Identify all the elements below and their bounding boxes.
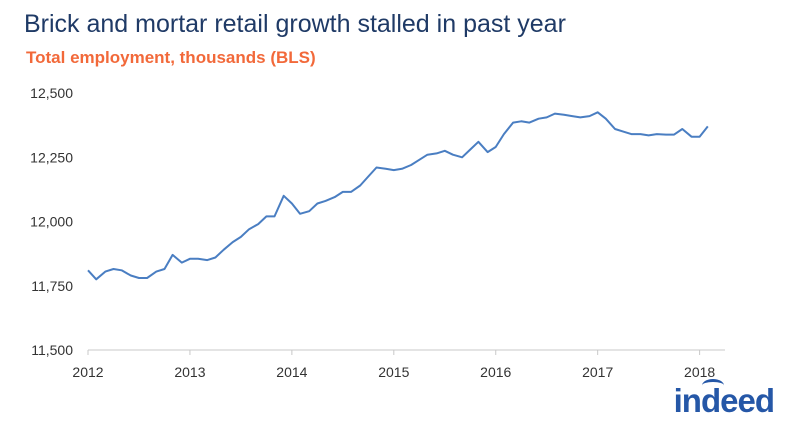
x-tick-label: 2013 xyxy=(174,364,205,380)
indeed-logo: indeed xyxy=(673,382,775,419)
y-tick-label: 11,500 xyxy=(31,342,73,358)
y-tick-label: 12,500 xyxy=(30,85,73,101)
x-tick-label: 2014 xyxy=(276,364,307,380)
y-tick-label: 12,000 xyxy=(30,214,73,230)
chart-subtitle: Total employment, thousands (BLS) xyxy=(26,48,316,67)
x-tick-label: 2017 xyxy=(582,364,613,380)
indeed-logo-arc-icon xyxy=(702,379,724,392)
x-tick-label: 2015 xyxy=(378,364,409,380)
y-tick-label: 11,750 xyxy=(31,278,73,294)
series-line xyxy=(87,111,709,281)
x-tick-label: 2012 xyxy=(72,364,103,380)
chart-title: Brick and mortar retail growth stalled i… xyxy=(24,10,566,38)
x-tick-label: 2018 xyxy=(684,364,715,380)
x-tick-label: 2016 xyxy=(480,364,511,380)
y-tick-label: 12,250 xyxy=(30,149,73,165)
